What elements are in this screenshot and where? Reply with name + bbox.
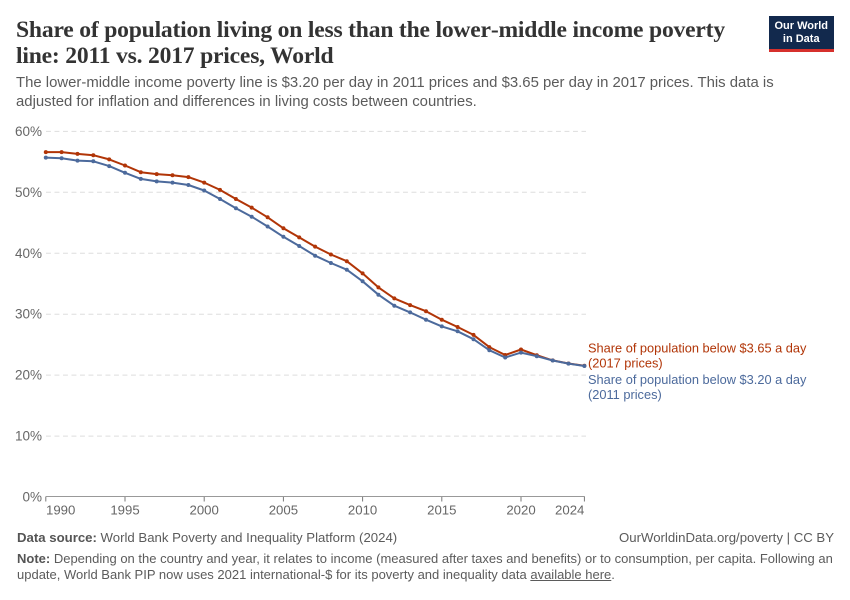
svg-text:40%: 40%: [15, 246, 42, 261]
svg-text:0%: 0%: [22, 490, 42, 505]
svg-text:(2011 prices): (2011 prices): [588, 387, 662, 402]
svg-text:20%: 20%: [15, 368, 42, 383]
svg-text:1995: 1995: [110, 503, 139, 518]
svg-text:2020: 2020: [506, 503, 535, 518]
svg-text:Share of population below $3.2: Share of population below $3.20 a day: [588, 372, 807, 387]
svg-text:30%: 30%: [15, 307, 42, 322]
svg-text:2000: 2000: [190, 503, 219, 518]
svg-text:2015: 2015: [427, 503, 456, 518]
svg-text:2024: 2024: [555, 503, 584, 518]
svg-text:2005: 2005: [269, 503, 298, 518]
svg-text:50%: 50%: [15, 185, 42, 200]
svg-text:Share of population below $3.6: Share of population below $3.65 a day: [588, 341, 807, 356]
svg-text:(2017 prices): (2017 prices): [588, 356, 663, 371]
svg-text:60%: 60%: [15, 124, 42, 139]
svg-text:10%: 10%: [15, 429, 42, 444]
svg-text:2010: 2010: [348, 503, 377, 518]
svg-text:1990: 1990: [46, 503, 75, 518]
